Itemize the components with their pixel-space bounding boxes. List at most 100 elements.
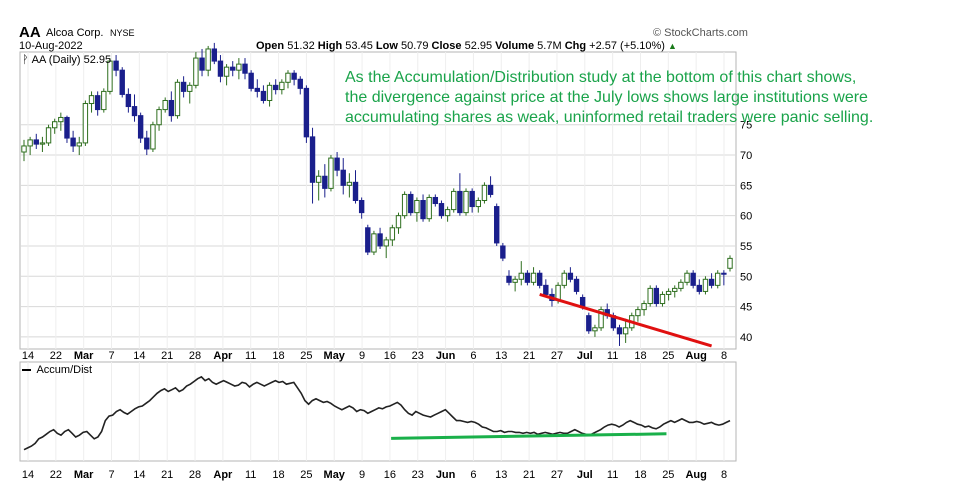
candle bbox=[236, 58, 242, 80]
price-tick-label: 45 bbox=[740, 302, 752, 314]
ad-legend: Accum/Dist bbox=[22, 364, 92, 376]
candle bbox=[328, 155, 334, 192]
candle bbox=[622, 318, 629, 343]
candle bbox=[659, 291, 666, 307]
candle bbox=[715, 270, 721, 289]
candle bbox=[561, 270, 567, 289]
chg-value: +2.57 (+5.10%) bbox=[589, 40, 665, 52]
candle bbox=[137, 112, 144, 143]
candle bbox=[70, 130, 76, 153]
candle bbox=[64, 115, 70, 143]
x-tick-label: 14 bbox=[133, 469, 145, 481]
candle bbox=[451, 188, 457, 213]
x-tick-label: 21 bbox=[161, 350, 173, 362]
x-tick-label: 11 bbox=[245, 350, 256, 362]
candle bbox=[463, 188, 469, 216]
price-panel bbox=[19, 51, 737, 350]
price-axis: 40 45 50 55 60 65 70 75 bbox=[740, 120, 752, 344]
candle bbox=[101, 88, 107, 113]
company-name: Alcoa Corp. bbox=[46, 27, 104, 39]
x-tick-label: 28 bbox=[189, 469, 201, 481]
x-tick-label: 6 bbox=[470, 350, 476, 362]
candle bbox=[242, 58, 248, 80]
candle bbox=[346, 173, 353, 198]
candle bbox=[131, 94, 138, 122]
candle bbox=[340, 158, 346, 195]
candle bbox=[125, 88, 132, 113]
ad-trendline bbox=[391, 432, 667, 440]
candle bbox=[162, 97, 168, 113]
candle bbox=[285, 70, 291, 89]
candle bbox=[211, 42, 218, 65]
price-tick-label: 60 bbox=[740, 211, 752, 223]
volume-label: Volume bbox=[495, 40, 535, 52]
candle bbox=[506, 270, 512, 286]
price-tick-label: 40 bbox=[740, 332, 752, 344]
ticker-symbol: AA bbox=[19, 24, 41, 41]
candle bbox=[524, 270, 531, 286]
x-tick-label: 27 bbox=[551, 350, 563, 362]
x-tick-label: Jul bbox=[577, 469, 593, 481]
candle bbox=[254, 79, 260, 98]
legend-dash-icon bbox=[22, 369, 31, 372]
candle bbox=[678, 279, 684, 292]
candle bbox=[205, 45, 211, 77]
annotation-text: As the Accumulation/Distribution study a… bbox=[345, 68, 873, 128]
candle bbox=[598, 306, 604, 331]
candle bbox=[653, 285, 660, 307]
candle bbox=[230, 61, 236, 77]
x-tick-label: 22 bbox=[50, 350, 62, 362]
x-tick-label: 18 bbox=[272, 350, 284, 362]
candle bbox=[21, 139, 27, 162]
candle bbox=[187, 82, 193, 104]
candle bbox=[156, 106, 162, 131]
candle bbox=[469, 188, 475, 213]
candle bbox=[174, 79, 181, 119]
price-legend-text: AA (Daily) 52.95 bbox=[31, 54, 112, 66]
candle bbox=[543, 279, 549, 298]
candle bbox=[573, 276, 580, 295]
candle bbox=[76, 136, 82, 156]
candle bbox=[408, 191, 414, 216]
candle bbox=[168, 91, 175, 122]
quote-bar: Open 51.32 High 53.45 Low 50.79 Close 52… bbox=[256, 40, 677, 52]
candle bbox=[113, 55, 119, 77]
high-label: High bbox=[317, 40, 343, 52]
x-tick-label: 16 bbox=[384, 350, 396, 362]
x-tick-label: 14 bbox=[133, 350, 145, 362]
x-tick-label: 14 bbox=[22, 469, 34, 481]
x-tick-label: Mar bbox=[74, 350, 94, 362]
candle bbox=[39, 136, 46, 153]
price-tick-label: 70 bbox=[740, 150, 752, 162]
x-tick-label: 18 bbox=[272, 469, 284, 481]
candle bbox=[365, 224, 371, 256]
x-tick-label: May bbox=[324, 469, 346, 481]
candle bbox=[291, 70, 297, 86]
candle bbox=[444, 206, 451, 222]
x-tick-label: Aug bbox=[685, 350, 706, 362]
x-tick-label: 25 bbox=[662, 350, 674, 362]
annotation-line-2: the divergence against price at the July… bbox=[345, 89, 868, 106]
x-tick-label: 8 bbox=[721, 469, 727, 481]
candle bbox=[199, 48, 205, 77]
x-tick-label: 27 bbox=[551, 469, 563, 481]
candle bbox=[27, 136, 33, 156]
price-x-axis: 14 22 Mar 7 14 21 28 Apr 11 18 25 May 9 16 23 Jun 6 13 21 2… bbox=[22, 350, 727, 362]
x-tick-label: Mar bbox=[74, 469, 94, 481]
x-tick-label: Jun bbox=[436, 469, 456, 481]
exchange-name: NYSE bbox=[110, 28, 135, 38]
candlestick-series bbox=[21, 42, 733, 346]
candle bbox=[334, 152, 340, 177]
x-tick-label: 14 bbox=[22, 350, 34, 362]
candle bbox=[696, 279, 703, 295]
x-tick-label: 9 bbox=[359, 469, 365, 481]
high-value: 53.45 bbox=[345, 40, 373, 52]
candle bbox=[266, 82, 273, 107]
candle bbox=[58, 112, 64, 131]
candle bbox=[500, 242, 506, 262]
candle bbox=[383, 236, 389, 259]
candle bbox=[82, 100, 89, 146]
candle bbox=[279, 79, 285, 95]
candle bbox=[273, 79, 279, 95]
candle bbox=[672, 285, 678, 298]
